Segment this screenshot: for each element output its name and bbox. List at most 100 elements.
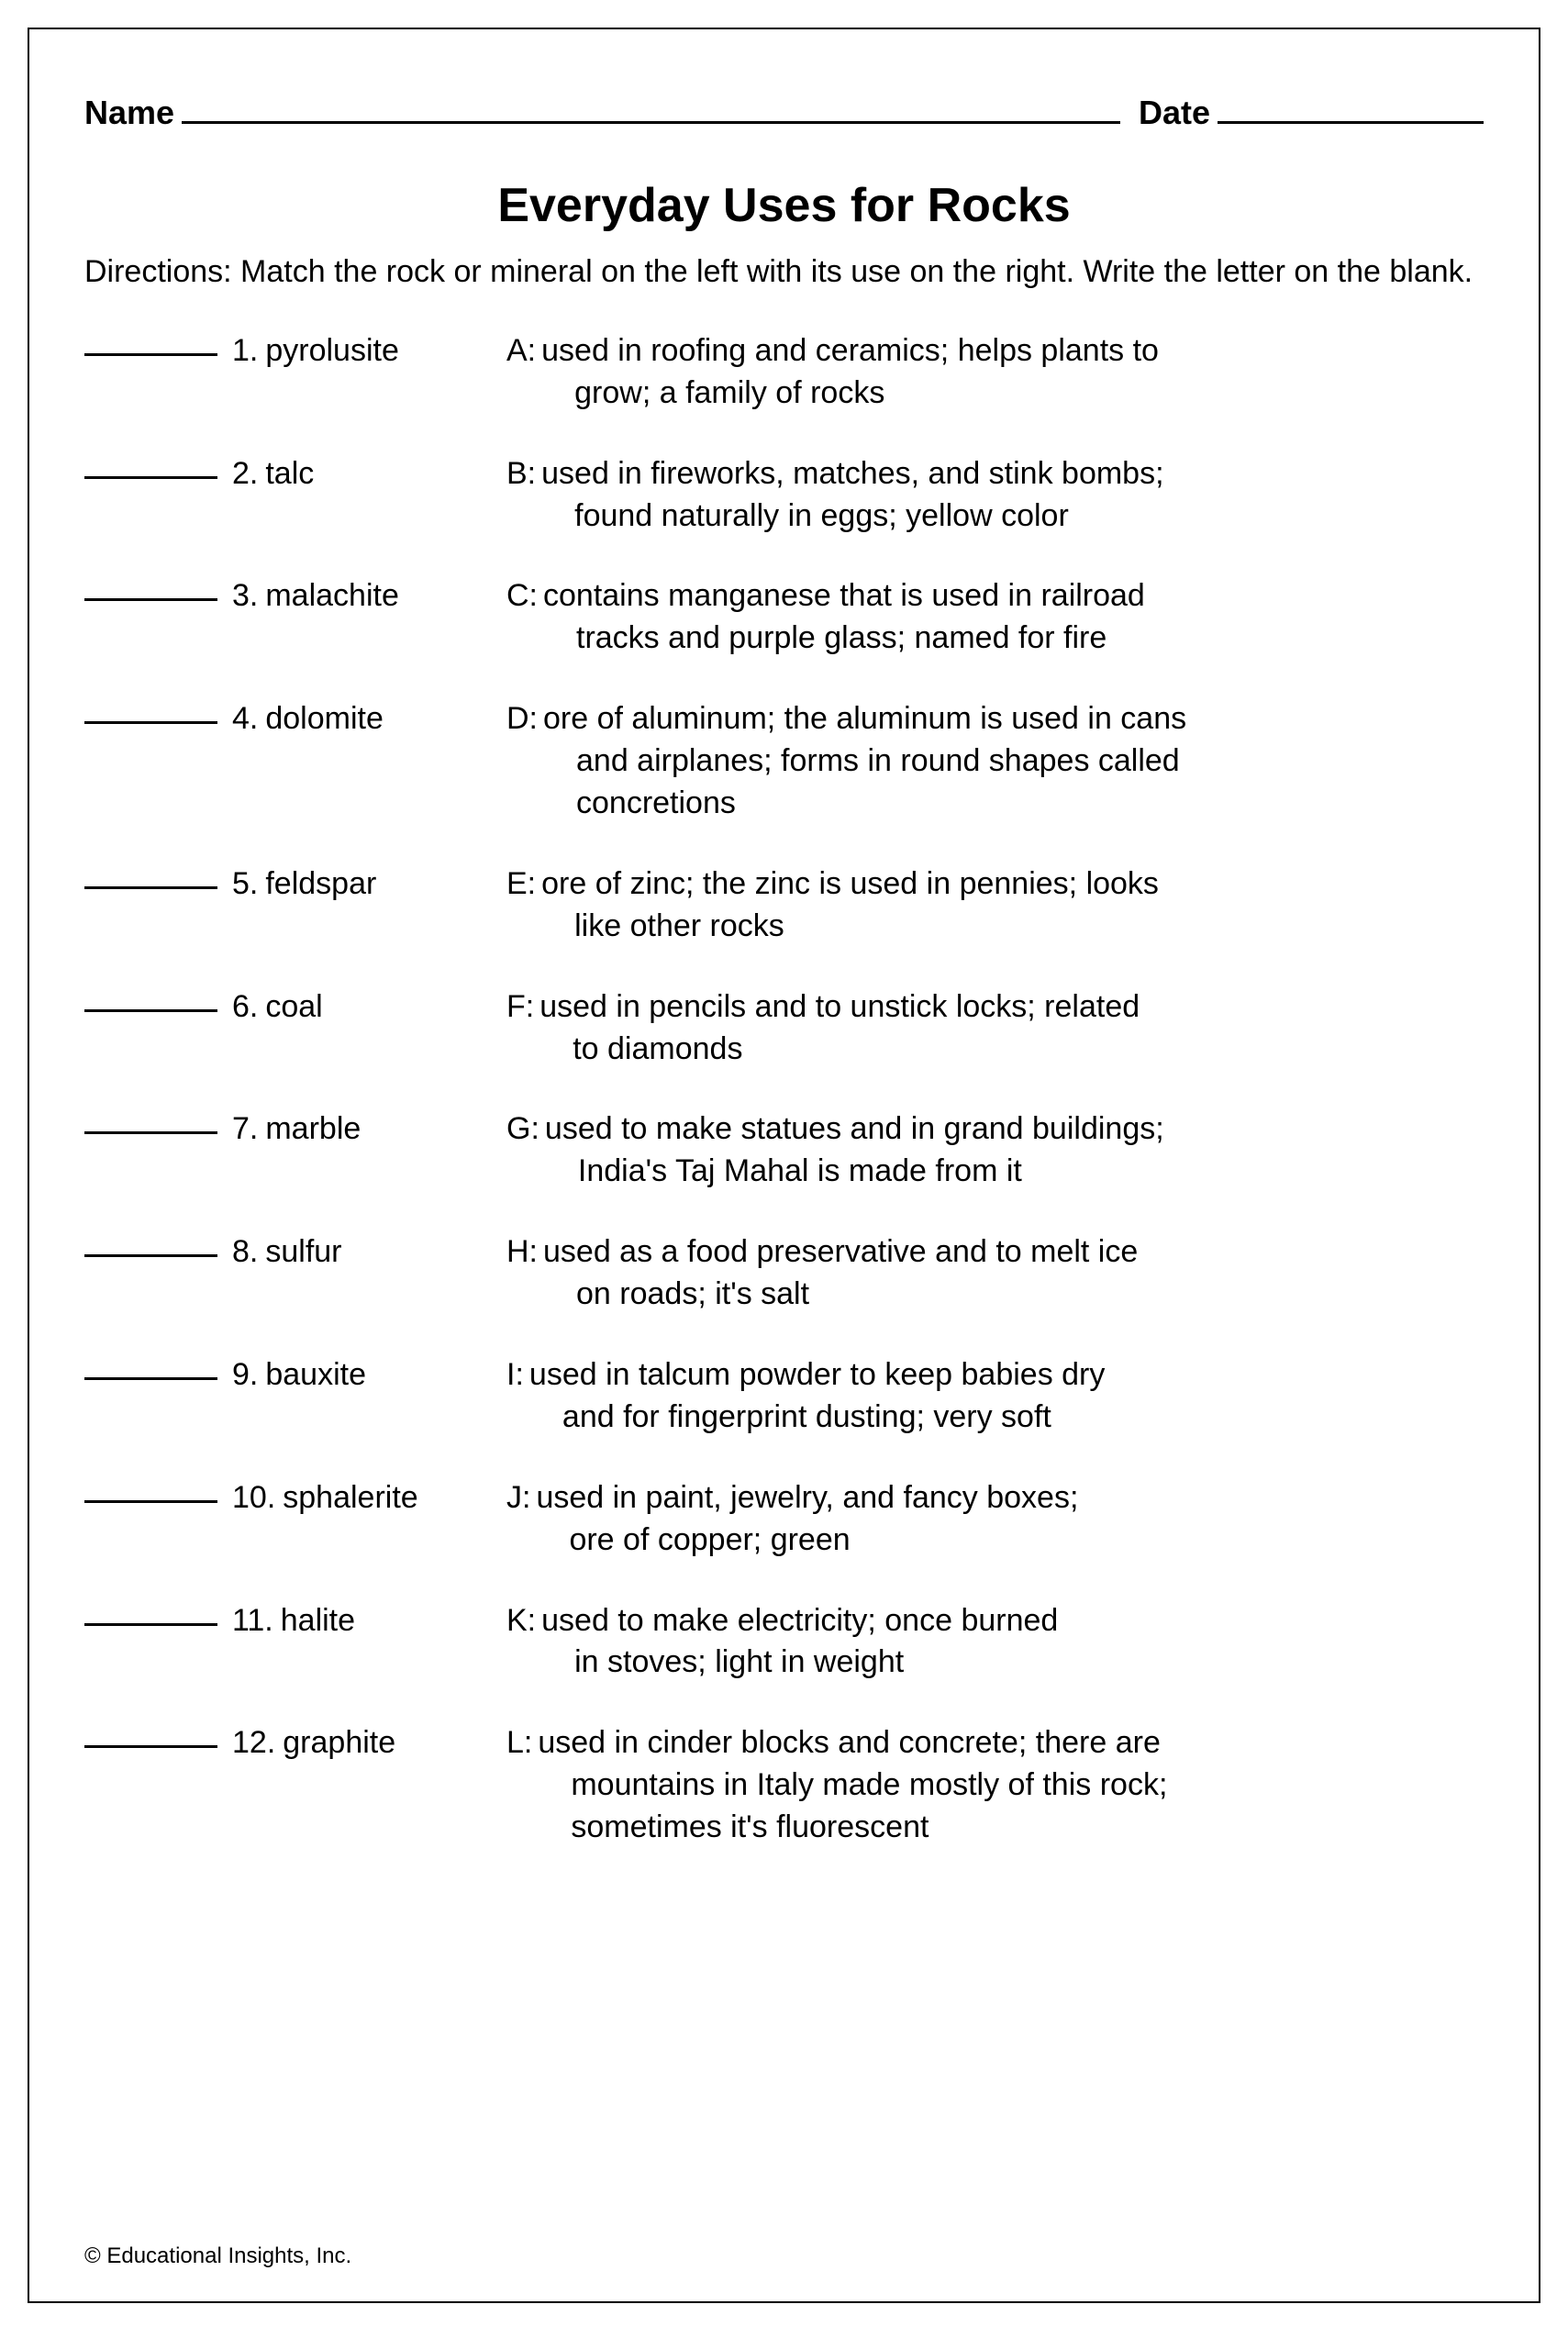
item-number: 8. xyxy=(232,1231,258,1274)
answer-description: used in cinder blocks and concrete; ther… xyxy=(538,1722,1484,1849)
answer-letter: D: xyxy=(506,698,538,825)
match-row: 7.marbleG:used to make statues and in gr… xyxy=(84,1108,1484,1193)
left-column: 11.halite xyxy=(84,1600,506,1642)
answer-letter: H: xyxy=(506,1231,538,1316)
answer-description: ore of zinc; the zinc is used in pennies… xyxy=(541,863,1484,948)
header-row: Name Date xyxy=(84,94,1484,132)
worksheet-page: Name Date Everyday Uses for Rocks Direct… xyxy=(28,28,1540,2303)
match-row: 4.dolomiteD:ore of aluminum; the aluminu… xyxy=(84,698,1484,825)
match-row: 1.pyrolusiteA:used in roofing and cerami… xyxy=(84,330,1484,415)
directions-text: Directions: Match the rock or mineral on… xyxy=(84,251,1484,294)
answer-blank[interactable] xyxy=(84,1477,217,1503)
right-column: D:ore of aluminum; the aluminum is used … xyxy=(506,698,1484,825)
right-column: E:ore of zinc; the zinc is used in penni… xyxy=(506,863,1484,948)
answer-description: ore of aluminum; the aluminum is used in… xyxy=(543,698,1484,825)
right-column: I:used in talcum powder to keep babies d… xyxy=(506,1354,1484,1439)
right-column: B:used in fireworks, matches, and stink … xyxy=(506,453,1484,538)
answer-blank[interactable] xyxy=(84,698,217,724)
match-row: 2.talcB:used in fireworks, matches, and … xyxy=(84,453,1484,538)
mineral-term: halite xyxy=(281,1600,355,1642)
left-column: 8.sulfur xyxy=(84,1231,506,1274)
answer-blank[interactable] xyxy=(84,453,217,479)
answer-letter: K: xyxy=(506,1600,536,1685)
answer-blank[interactable] xyxy=(84,1231,217,1257)
answer-description: used to make electricity; once burnedin … xyxy=(541,1600,1484,1685)
answer-blank[interactable] xyxy=(84,986,217,1012)
name-label: Name xyxy=(84,94,174,132)
mineral-term: feldspar xyxy=(265,863,376,906)
right-column: J:used in paint, jewelry, and fancy boxe… xyxy=(506,1477,1484,1562)
copyright-footer: © Educational Insights, Inc. xyxy=(84,2243,351,2269)
right-column: A:used in roofing and ceramics; helps pl… xyxy=(506,330,1484,415)
answer-letter: E: xyxy=(506,863,536,948)
answer-letter: C: xyxy=(506,575,538,660)
item-number: 5. xyxy=(232,863,258,906)
answer-letter: F: xyxy=(506,986,534,1071)
item-number: 11. xyxy=(232,1600,273,1642)
right-column: G:used to make statues and in grand buil… xyxy=(506,1108,1484,1193)
right-column: H:used as a food preservative and to mel… xyxy=(506,1231,1484,1316)
mineral-term: marble xyxy=(265,1108,361,1151)
left-column: 5.feldspar xyxy=(84,863,506,906)
mineral-term: graphite xyxy=(283,1722,395,1765)
left-column: 10.sphalerite xyxy=(84,1477,506,1520)
left-column: 12.graphite xyxy=(84,1722,506,1765)
left-column: 2.talc xyxy=(84,453,506,495)
answer-letter: J: xyxy=(506,1477,530,1562)
left-column: 1.pyrolusite xyxy=(84,330,506,373)
right-column: K:used to make electricity; once burnedi… xyxy=(506,1600,1484,1685)
answer-letter: I: xyxy=(506,1354,524,1439)
answer-description: used in fireworks, matches, and stink bo… xyxy=(541,453,1484,538)
match-row: 3.malachite C:contains manganese that is … xyxy=(84,575,1484,660)
answer-blank[interactable] xyxy=(84,575,217,601)
match-row: 9.bauxiteI:used in talcum powder to keep… xyxy=(84,1354,1484,1439)
mineral-term: dolomite xyxy=(265,698,384,740)
answer-letter: B: xyxy=(506,453,536,538)
worksheet-title: Everyday Uses for Rocks xyxy=(84,178,1484,233)
match-row: 5.feldsparE:ore of zinc; the zinc is use… xyxy=(84,863,1484,948)
right-column: F:used in pencils and to unstick locks; … xyxy=(506,986,1484,1071)
mineral-term: bauxite xyxy=(265,1354,366,1397)
match-row: 12.graphiteL:used in cinder blocks and c… xyxy=(84,1722,1484,1849)
match-row: 6.coalF:used in pencils and to unstick l… xyxy=(84,986,1484,1071)
left-column: 6.coal xyxy=(84,986,506,1029)
match-row: 11.haliteK:used to make electricity; onc… xyxy=(84,1600,1484,1685)
item-number: 3. xyxy=(232,575,258,618)
answer-letter: L: xyxy=(506,1722,532,1849)
answer-blank[interactable] xyxy=(84,1600,217,1626)
mineral-term: sulfur xyxy=(265,1231,341,1274)
date-label: Date xyxy=(1139,94,1210,132)
date-blank-line[interactable] xyxy=(1218,98,1484,124)
answer-letter: A: xyxy=(506,330,536,415)
answer-description: contains manganese that is used in railr… xyxy=(543,575,1484,660)
answer-blank[interactable] xyxy=(84,1722,217,1748)
item-number: 6. xyxy=(232,986,258,1029)
right-column: L:used in cinder blocks and concrete; th… xyxy=(506,1722,1484,1849)
answer-description: used in pencils and to unstick locks; re… xyxy=(539,986,1484,1071)
item-number: 1. xyxy=(232,330,258,373)
right-column: C:contains manganese that is used in rai… xyxy=(506,575,1484,660)
answer-blank[interactable] xyxy=(84,863,217,889)
mineral-term: coal xyxy=(265,986,322,1029)
mineral-term: pyrolusite xyxy=(265,330,399,373)
answer-blank[interactable] xyxy=(84,1108,217,1134)
name-blank-line[interactable] xyxy=(182,98,1120,124)
answer-blank[interactable] xyxy=(84,1354,217,1380)
item-number: 10. xyxy=(232,1477,275,1520)
item-number: 12. xyxy=(232,1722,275,1765)
answer-letter: G: xyxy=(506,1108,539,1193)
item-number: 9. xyxy=(232,1354,258,1397)
answer-description: used to make statues and in grand buildi… xyxy=(545,1108,1484,1193)
answer-description: used as a food preservative and to melt … xyxy=(543,1231,1484,1316)
item-number: 2. xyxy=(232,453,258,495)
item-number: 4. xyxy=(232,698,258,740)
answer-blank[interactable] xyxy=(84,330,217,356)
answer-description: used in talcum powder to keep babies dry… xyxy=(529,1354,1484,1439)
left-column: 4.dolomite xyxy=(84,698,506,740)
mineral-term: sphalerite xyxy=(283,1477,417,1520)
mineral-term: malachite xyxy=(265,575,399,618)
item-number: 7. xyxy=(232,1108,258,1151)
match-row: 10.sphaleriteJ:used in paint, jewelry, a… xyxy=(84,1477,1484,1562)
left-column: 9.bauxite xyxy=(84,1354,506,1397)
left-column: 7.marble xyxy=(84,1108,506,1151)
